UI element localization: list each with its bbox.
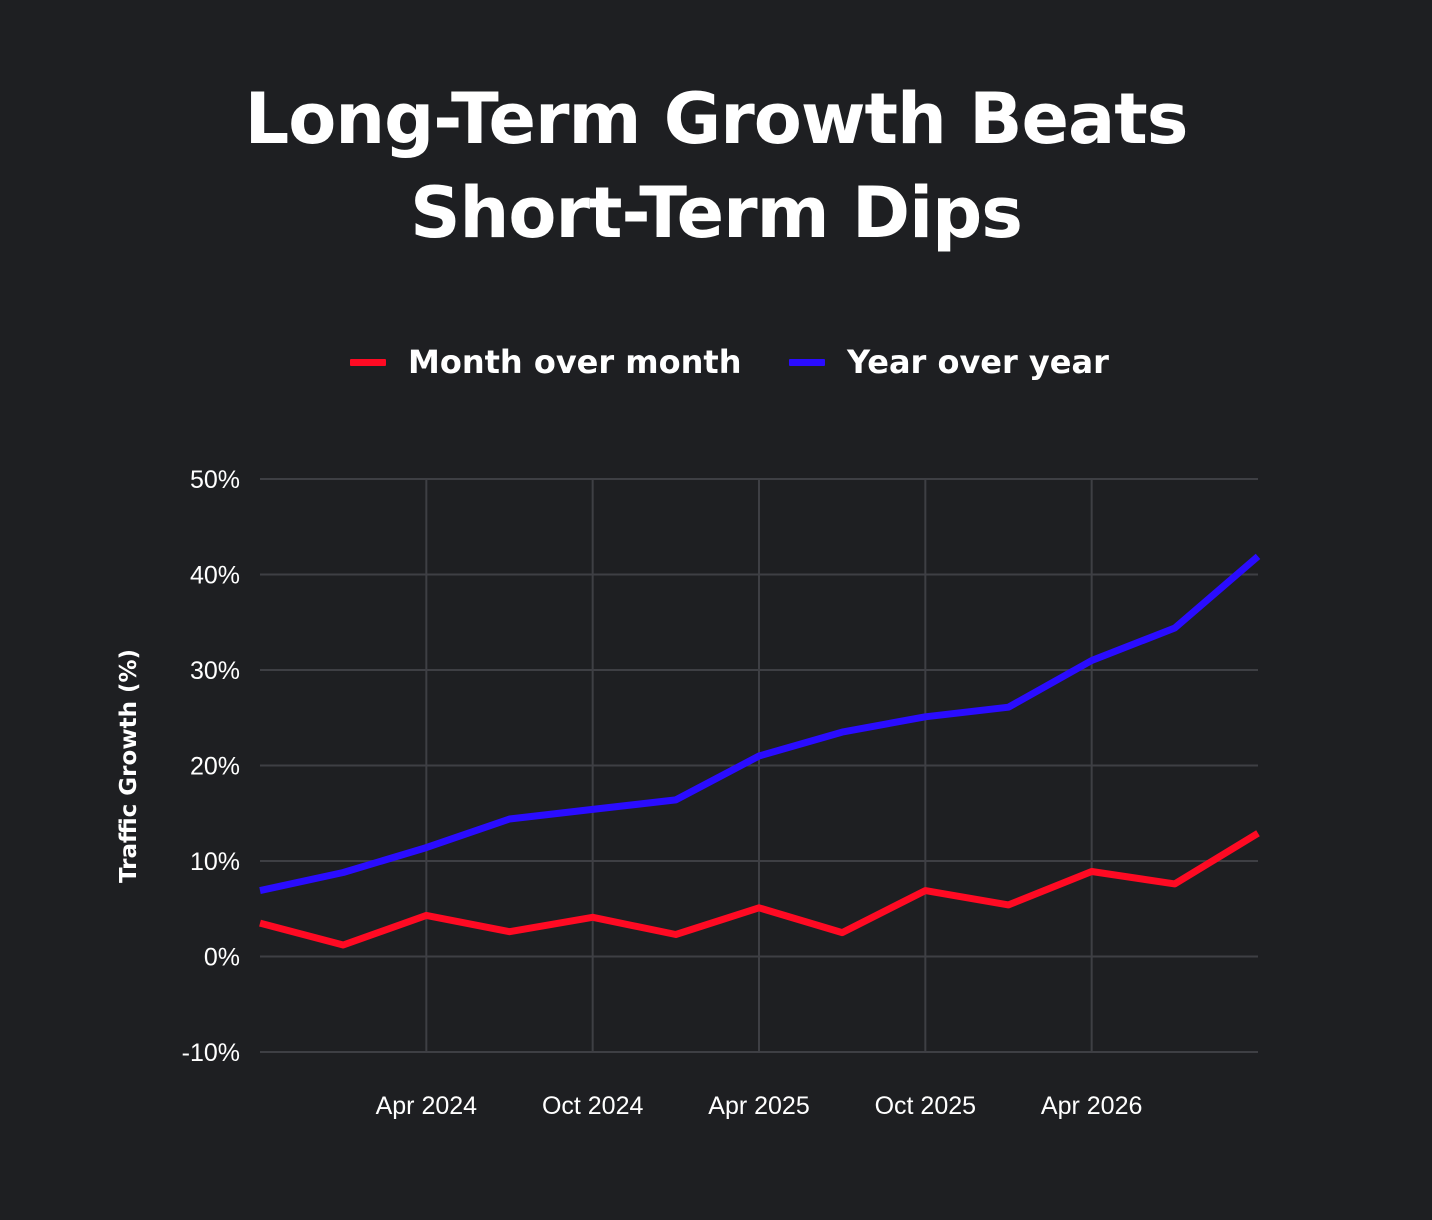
chart-title: Long-Term Growth Beats Short-Term Dips (0, 72, 1432, 260)
legend-item-month-over-month[interactable]: Month over month (350, 334, 741, 390)
y-tick-label: 40% (190, 562, 240, 590)
chart-legend: Month over month Year over year (0, 334, 1432, 390)
legend-label-month-over-month: Month over month (408, 343, 742, 381)
y-tick-label: -10% (182, 1039, 240, 1067)
chart-title-line-2: Short-Term Dips (410, 172, 1023, 254)
x-tick-label: Apr 2026 (1041, 1092, 1142, 1120)
chart-title-line-1: Long-Term Growth Beats (244, 78, 1189, 160)
x-tick-label: Oct 2024 (542, 1092, 644, 1120)
series-line-year-over-year (259, 553, 1261, 895)
grid-lines (260, 478, 1258, 1053)
legend-item-year-over-year[interactable]: Year over year (789, 334, 1109, 390)
x-tick-label: Apr 2024 (376, 1092, 478, 1120)
legend-swatch-year-over-year (789, 358, 825, 366)
series-line-month-over-month (259, 830, 1260, 949)
x-tick-label: Apr 2025 (708, 1092, 809, 1120)
y-tick-label: 20% (190, 753, 240, 781)
y-tick-label: 10% (190, 848, 240, 876)
data-series (259, 553, 1261, 949)
y-tick-label: 30% (190, 657, 240, 685)
y-axis-tick-labels: 50% 40% 30% 20% 10% 0% -10% (182, 466, 240, 1067)
legend-label-year-over-year: Year over year (847, 343, 1109, 381)
x-axis-tick-labels: Apr 2024 Oct 2024 Apr 2025 Oct 2025 Apr 2026 (376, 1092, 1143, 1120)
y-tick-label: 50% (190, 466, 240, 494)
y-axis-title: Traffic Growth (%) (116, 649, 142, 883)
y-tick-label: 0% (204, 944, 240, 972)
x-tick-label: Oct 2025 (875, 1092, 976, 1120)
legend-swatch-month-over-month (350, 358, 386, 366)
